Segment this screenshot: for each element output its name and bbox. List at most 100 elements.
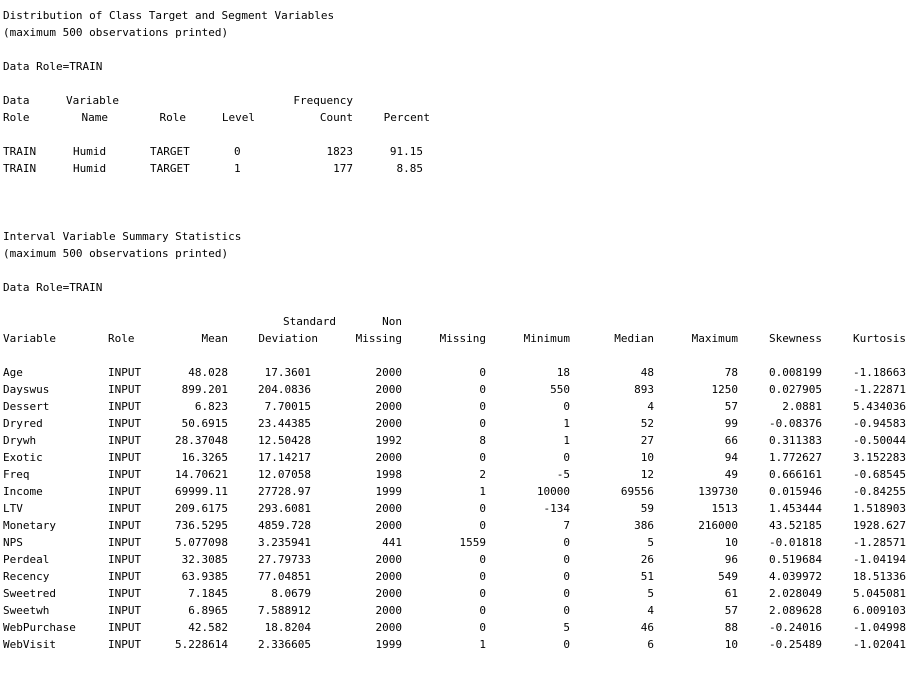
- table-cell: 43.52185: [769, 519, 822, 532]
- table-cell: 2.336605: [258, 638, 311, 651]
- table-cell: 5: [647, 536, 654, 549]
- column-header: Deviation: [258, 332, 318, 345]
- variable-name: Recency: [3, 570, 50, 583]
- section1-subtitle: (maximum 500 observations printed): [3, 26, 229, 39]
- table-cell: 17.14217: [258, 451, 311, 464]
- table-cell: 2000: [375, 621, 403, 634]
- table-cell: 1999: [375, 485, 403, 498]
- table-cell: 7.1845: [188, 587, 228, 600]
- table-cell: 2000: [375, 366, 403, 379]
- table-cell: 893: [634, 383, 654, 396]
- table-cell: INPUT: [108, 638, 142, 651]
- table-cell: 0: [479, 553, 486, 566]
- variable-name: Dryred: [3, 417, 43, 430]
- variable-name: Perdeal: [3, 553, 50, 566]
- section2-title-line: Interval Variable Summary Statistics: [3, 230, 242, 243]
- table-cell: 0.027905: [769, 383, 822, 396]
- table-cell: 550: [550, 383, 570, 396]
- table-cell: 0: [479, 519, 486, 532]
- variable-name: Dessert: [3, 400, 50, 413]
- table-cell: 7.70015: [264, 400, 311, 413]
- column-header: Kurtosis: [853, 332, 906, 345]
- table-cell: 8.0679: [271, 587, 311, 600]
- table-cell: 0: [479, 502, 486, 515]
- table-cell: 69556: [620, 485, 654, 498]
- table-cell: INPUT: [108, 553, 142, 566]
- variable-name: Income: [3, 485, 43, 498]
- table-cell: -0.25489: [769, 638, 822, 651]
- table-cell: INPUT: [108, 604, 142, 617]
- table-cell: 0: [563, 587, 570, 600]
- table-cell: 66: [724, 434, 738, 447]
- table-cell: 59: [640, 502, 654, 515]
- table-cell: 0: [479, 587, 486, 600]
- table-cell: INPUT: [108, 519, 142, 532]
- table-cell: 61: [724, 587, 738, 600]
- variable-name: WebPurchase: [3, 621, 76, 634]
- table-cell: 0: [563, 638, 570, 651]
- table-cell: 1: [479, 638, 486, 651]
- table-cell: 0: [234, 145, 241, 158]
- table-cell: 5.077098: [175, 536, 228, 549]
- table-cell: 69999.11: [175, 485, 228, 498]
- table-cell: 0: [479, 417, 486, 430]
- header-variable: Variable: [66, 94, 119, 107]
- table-cell: 6.009103: [853, 604, 906, 617]
- table-cell: 0: [563, 536, 570, 549]
- variable-name: Dayswus: [3, 383, 50, 396]
- table-cell: TRAIN: [3, 162, 37, 175]
- table-cell: -0.94583: [853, 417, 906, 430]
- table-cell: 57: [724, 604, 738, 617]
- table-cell: 0.519684: [769, 553, 822, 566]
- table-cell: 1513: [711, 502, 739, 515]
- column-header: Minimum: [523, 332, 570, 345]
- table-cell: 204.0836: [258, 383, 311, 396]
- table-cell: 0: [563, 400, 570, 413]
- table-cell: 8: [479, 434, 486, 447]
- column-header: Missing: [355, 332, 402, 345]
- table-cell: 209.6175: [175, 502, 228, 515]
- column-header: Maximum: [691, 332, 738, 345]
- variable-name: Sweetwh: [3, 604, 50, 617]
- table-cell: 23.44385: [258, 417, 311, 430]
- table-cell: -0.01818: [769, 536, 822, 549]
- table-cell: 78: [724, 366, 738, 379]
- table-cell: 2.089628: [769, 604, 822, 617]
- variable-name: Drywh: [3, 434, 37, 447]
- table-cell: 2000: [375, 383, 403, 396]
- table-cell: 10: [724, 638, 738, 651]
- table-cell: 77.04851: [258, 570, 311, 583]
- table-cell: 28.37048: [175, 434, 228, 447]
- table-cell: 2.028049: [769, 587, 822, 600]
- table-cell: INPUT: [108, 621, 142, 634]
- section1-title: Distribution of Class Target and Segment…: [3, 9, 335, 22]
- table-cell: -1.04194: [853, 553, 906, 566]
- table-cell: 4.039972: [769, 570, 822, 583]
- table-cell: 0: [479, 621, 486, 634]
- variable-name: Age: [3, 366, 23, 379]
- table-cell: 10: [640, 451, 654, 464]
- table-cell: 0: [479, 400, 486, 413]
- table-cell: 736.5295: [175, 519, 228, 532]
- table-cell: 2000: [375, 519, 403, 532]
- column-header: Median: [614, 332, 654, 345]
- table-cell: 1: [563, 417, 570, 430]
- column-header: Name: [81, 111, 109, 124]
- table-cell: 4: [647, 400, 654, 413]
- table-cell: -0.08376: [769, 417, 822, 430]
- table-cell: -1.22871: [853, 383, 906, 396]
- column-header: Role: [108, 332, 135, 345]
- variable-name: NPS: [3, 536, 23, 549]
- table-cell: 26: [640, 553, 654, 566]
- table-cell: 0: [479, 570, 486, 583]
- table-cell: 27728.97: [258, 485, 311, 498]
- column-header: Variable: [3, 332, 56, 345]
- table-cell: 18.8204: [264, 621, 311, 634]
- header-non: Non: [382, 315, 402, 328]
- table-cell: 3.152283: [853, 451, 906, 464]
- table-cell: 10000: [536, 485, 570, 498]
- table-cell: 27.79733: [258, 553, 311, 566]
- table-cell: 51: [640, 570, 654, 583]
- table-cell: 48.028: [188, 366, 228, 379]
- header-data: Data: [3, 94, 30, 107]
